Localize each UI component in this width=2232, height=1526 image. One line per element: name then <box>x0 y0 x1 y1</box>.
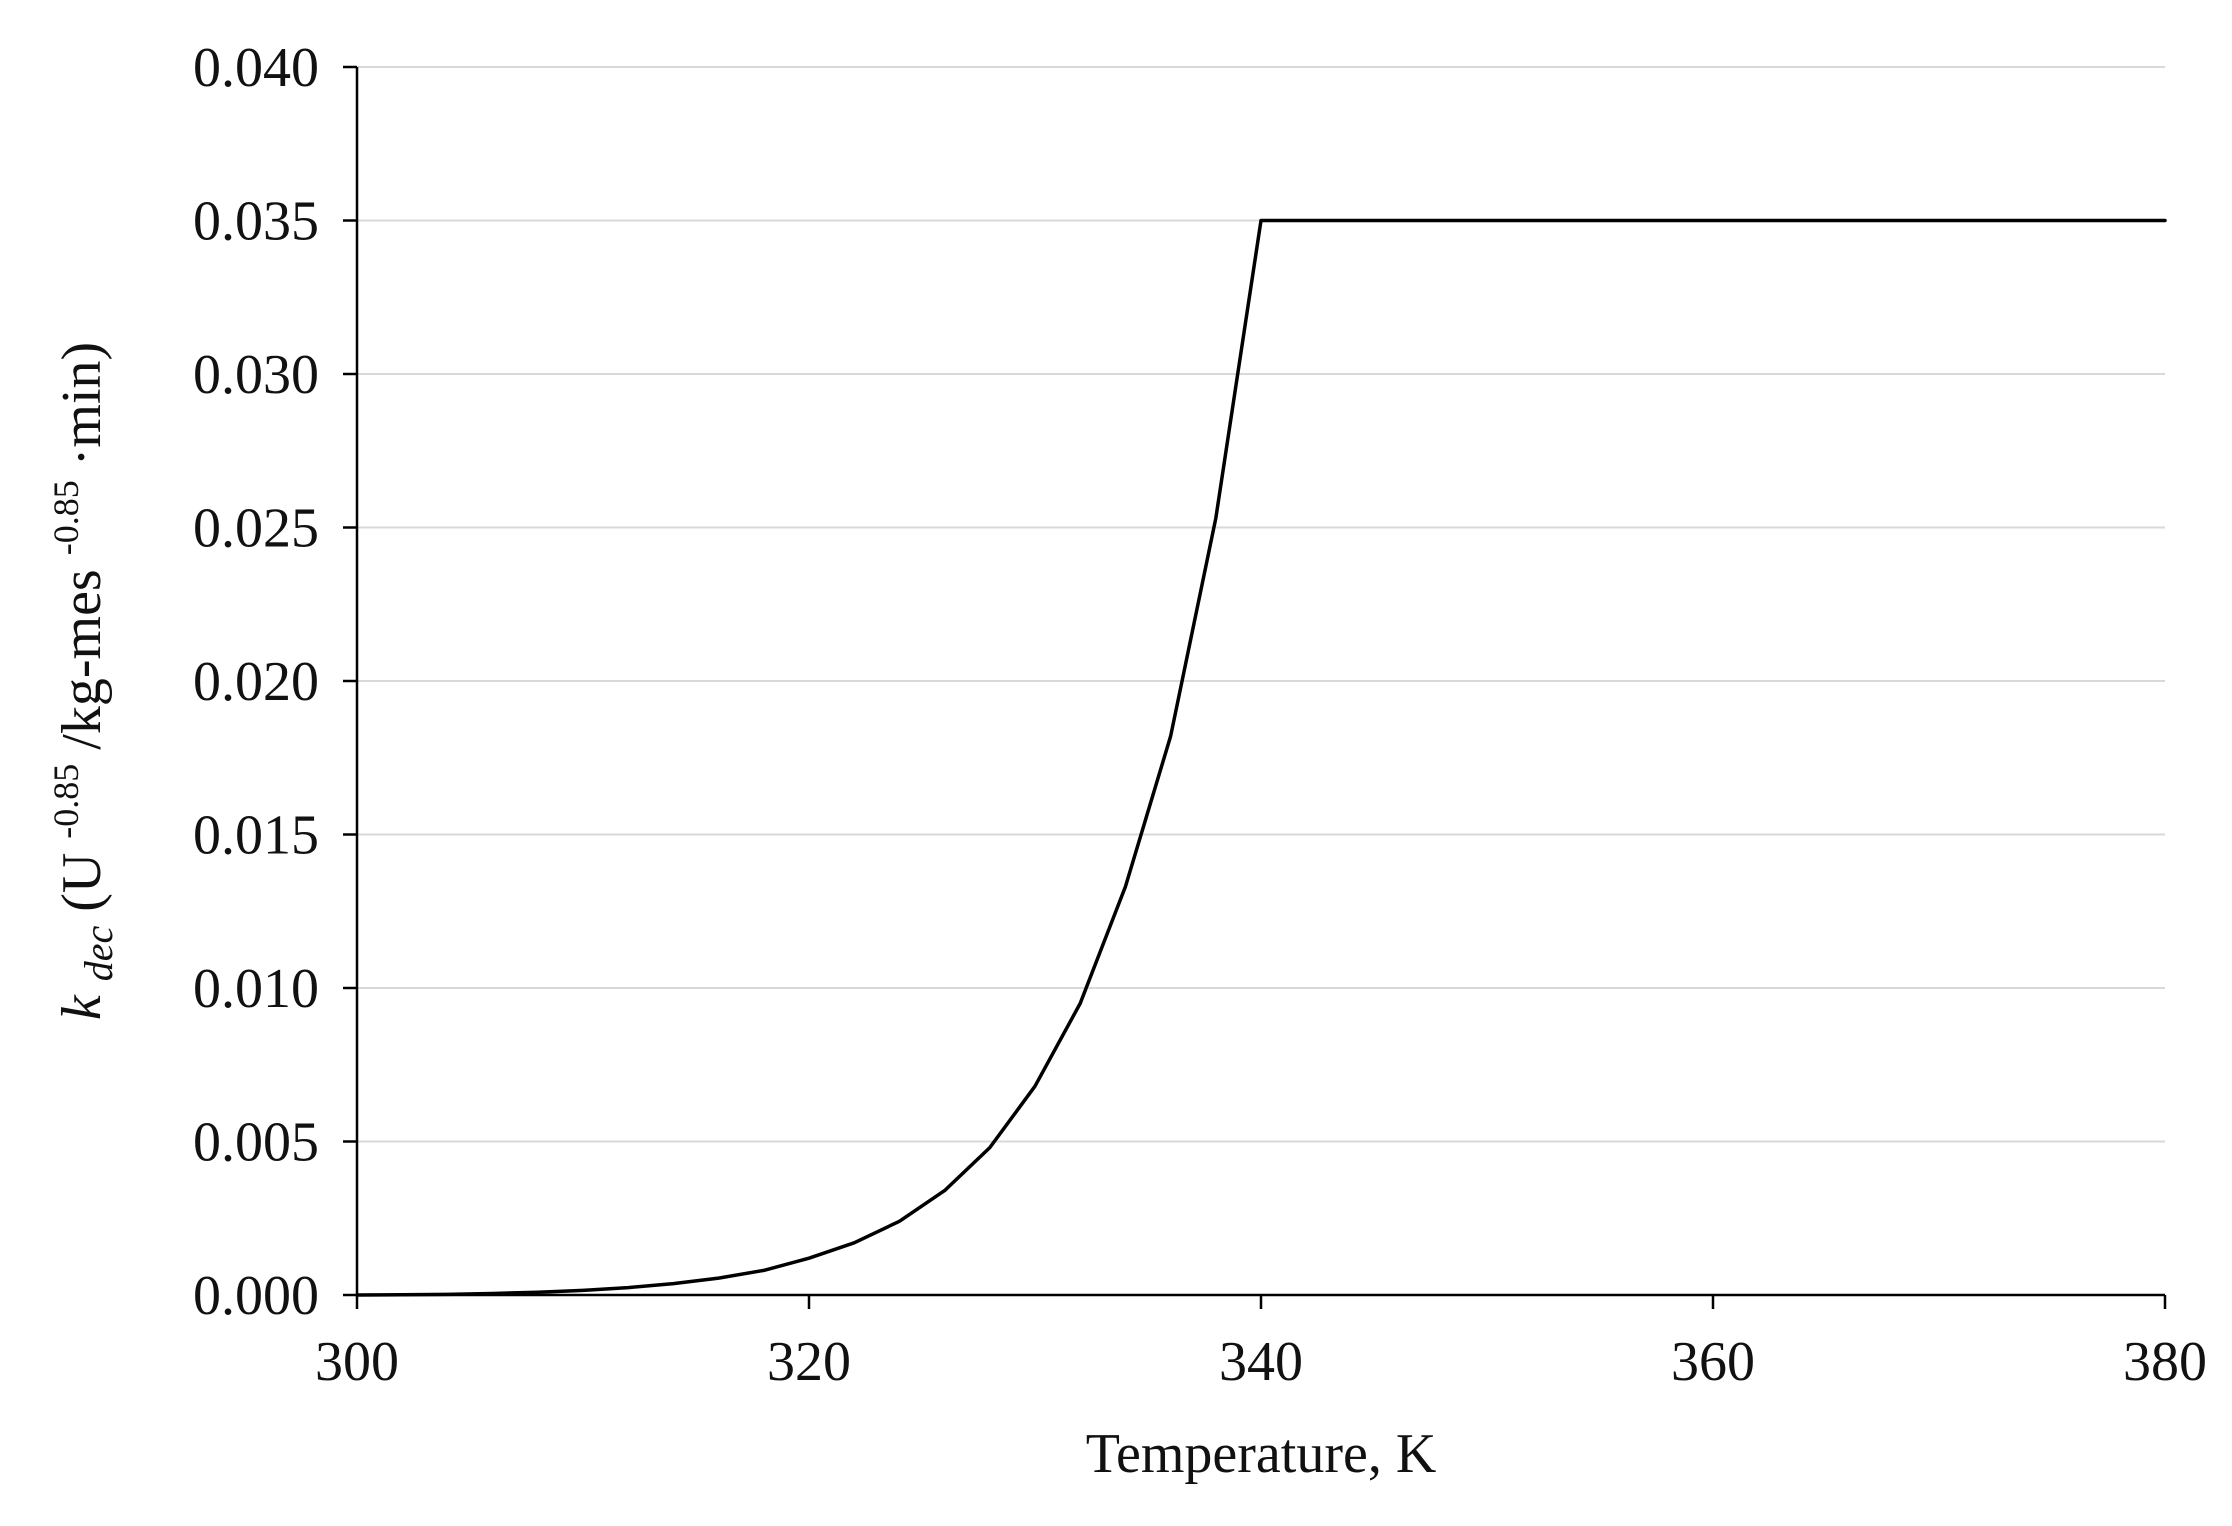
y-axis-unit-open: (U <box>51 853 113 912</box>
y-tick-label: 0.000 <box>193 1265 319 1327</box>
y-tick-label: 0.035 <box>193 191 319 253</box>
y-axis-subscript: dec <box>76 926 121 982</box>
gridlines <box>357 66 2165 1143</box>
series-line <box>355 218 2167 1297</box>
y-axis-unit-mid: /kg-mes <box>51 569 113 749</box>
axes <box>343 65 2167 1309</box>
y-tick-label: 0.030 <box>193 344 319 406</box>
y-axis-title: k dec (U -0.85 /kg-mes -0.85 ·min) <box>29 342 125 1020</box>
y-tick-label: 0.005 <box>193 1112 319 1174</box>
x-tick-label: 340 <box>1219 1331 1303 1393</box>
y-tick-label: 0.020 <box>193 651 319 713</box>
x-tick-label: 380 <box>2123 1331 2207 1393</box>
y-tick-label: 0.010 <box>193 958 319 1020</box>
y-axis-unit-sup2: -0.85 <box>46 480 86 555</box>
x-axis-title: Temperature, K <box>1086 1423 1437 1485</box>
y-axis-unit-sup1: -0.85 <box>46 764 86 839</box>
y-axis-symbol: k <box>51 994 113 1020</box>
tick-labels: 0.000 0.005 0.010 0.015 0.020 0.025 0.030 0.035… <box>193 37 2207 1393</box>
x-tick-label: 320 <box>767 1331 851 1393</box>
x-tick-label: 360 <box>1671 1331 1755 1393</box>
y-tick-label: 0.015 <box>193 805 319 867</box>
y-tick-label: 0.040 <box>193 37 319 99</box>
y-axis-unit-close: ·min) <box>51 342 113 466</box>
y-tick-label: 0.025 <box>193 498 319 560</box>
series <box>355 218 2167 1297</box>
x-tick-label: 300 <box>315 1331 399 1393</box>
